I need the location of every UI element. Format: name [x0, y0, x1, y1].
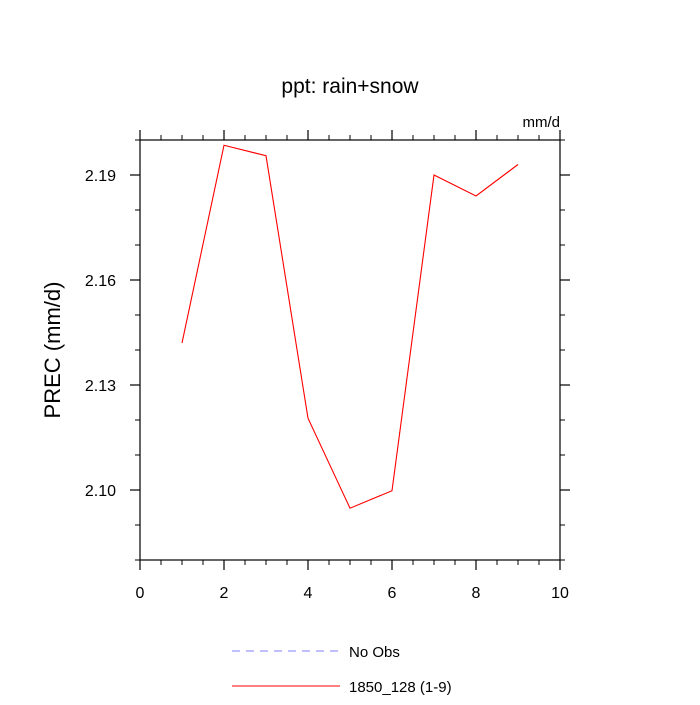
y-axis-label: PREC (mm/d)	[40, 282, 65, 419]
x-tick-label: 2	[220, 585, 229, 602]
x-tick-label: 4	[304, 585, 313, 602]
x-tick-label: 0	[136, 585, 145, 602]
axis-tick-labels: 0 2 4 6 8 10 2.10 2.13 2.16 2.19	[85, 168, 569, 602]
y-tick-label: 2.13	[85, 378, 116, 395]
axis-ticks	[130, 130, 570, 570]
series-line	[181, 144, 519, 509]
x-tick-label: 6	[388, 585, 397, 602]
legend-label: No Obs	[349, 644, 400, 661]
plot-frame	[139, 139, 561, 561]
units-label: mm/d	[523, 114, 561, 131]
y-tick-label: 2.16	[85, 273, 116, 290]
x-tick-label: 8	[472, 585, 481, 602]
chart-title: ppt: rain+snow	[281, 75, 419, 98]
x-tick-label: 10	[551, 585, 569, 602]
legend: No Obs 1850_128 (1-9)	[232, 644, 452, 696]
series-lines	[181, 144, 519, 509]
legend-label: 1850_128 (1-9)	[349, 679, 452, 696]
y-tick-label: 2.19	[85, 168, 116, 185]
y-tick-label: 2.10	[85, 483, 116, 500]
